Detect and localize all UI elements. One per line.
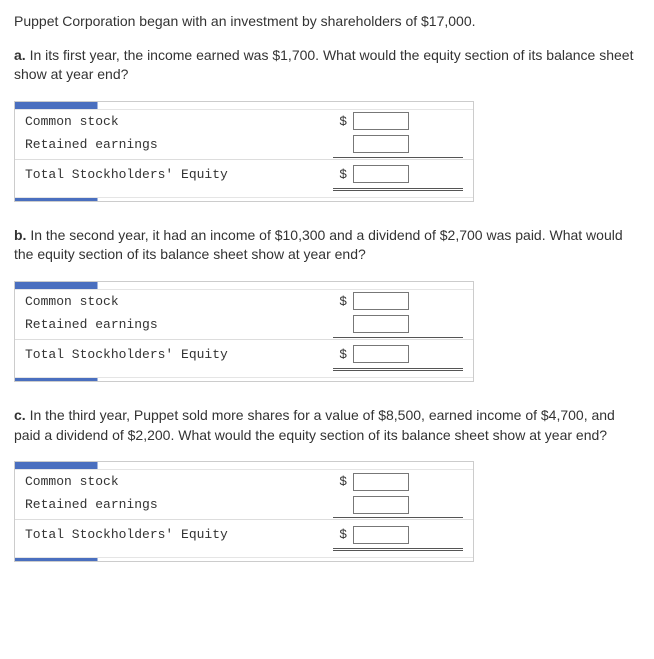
intro-text: Puppet Corporation began with an investm… [14,12,640,32]
row-retained-earnings-a: Retained earnings [15,133,473,156]
row-common-stock-c: Common stock $ [15,470,473,493]
label-common-stock: Common stock [25,292,333,311]
label-total: Total Stockholders' Equity [25,165,333,184]
question-a: a. In its first year, the income earned … [14,46,640,85]
input-retained-earnings-c[interactable] [353,496,409,514]
box-topbar [15,102,473,110]
row-total-c: Total Stockholders' Equity $ [15,523,473,546]
part-text-a: In its first year, the income earned was… [14,47,633,83]
double-rule-a [333,188,463,191]
input-retained-earnings-a[interactable] [353,135,409,153]
row-retained-earnings-b: Retained earnings [15,313,473,336]
double-rule-b [333,368,463,371]
box-topbar [15,282,473,290]
question-b: b. In the second year, it had an income … [14,226,640,265]
input-common-stock-a[interactable] [353,112,409,130]
box-topbar [15,462,473,470]
row-total-b: Total Stockholders' Equity $ [15,343,473,366]
row-common-stock-b: Common stock $ [15,290,473,313]
row-total-a: Total Stockholders' Equity $ [15,163,473,186]
input-common-stock-b[interactable] [353,292,409,310]
box-botbar [15,197,473,201]
box-botbar [15,377,473,381]
equity-box-c: Common stock $ Retained earnings Total S… [14,461,474,562]
dollar-sign: $ [333,114,347,129]
dollar-sign: $ [333,347,347,362]
row-retained-earnings-c: Retained earnings [15,493,473,516]
label-retained-earnings: Retained earnings [25,495,333,514]
input-total-a[interactable] [353,165,409,183]
input-retained-earnings-b[interactable] [353,315,409,333]
equity-box-a: Common stock $ Retained earnings Total S… [14,101,474,202]
input-total-b[interactable] [353,345,409,363]
dollar-sign: $ [333,474,347,489]
label-common-stock: Common stock [25,472,333,491]
part-letter-b: b. [14,227,26,243]
dollar-sign: $ [333,294,347,309]
question-c: c. In the third year, Puppet sold more s… [14,406,640,445]
input-total-c[interactable] [353,526,409,544]
part-letter-c: c. [14,407,26,423]
dollar-sign: $ [333,167,347,182]
input-common-stock-c[interactable] [353,473,409,491]
part-text-b: In the second year, it had an income of … [14,227,623,263]
double-rule-c [333,548,463,551]
row-common-stock-a: Common stock $ [15,110,473,133]
equity-box-b: Common stock $ Retained earnings Total S… [14,281,474,382]
dollar-sign: $ [333,527,347,542]
part-letter-a: a. [14,47,26,63]
label-total: Total Stockholders' Equity [25,345,333,364]
label-common-stock: Common stock [25,112,333,131]
label-retained-earnings: Retained earnings [25,315,333,334]
box-botbar [15,557,473,561]
part-text-c: In the third year, Puppet sold more shar… [14,407,615,443]
label-total: Total Stockholders' Equity [25,525,333,544]
label-retained-earnings: Retained earnings [25,135,333,154]
